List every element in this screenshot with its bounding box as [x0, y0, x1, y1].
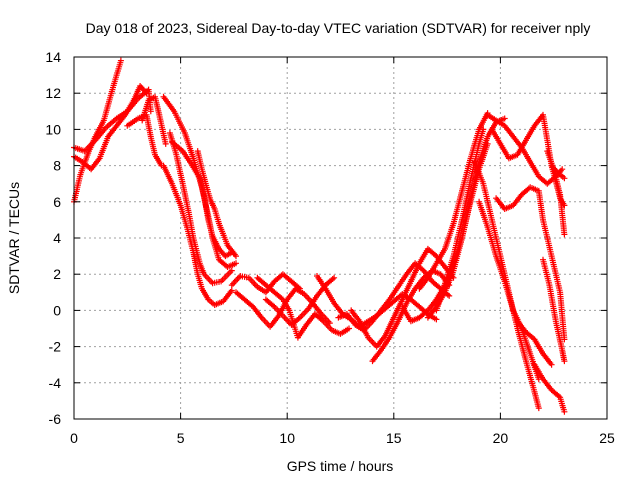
- data-points: [71, 57, 568, 415]
- y-tick-label: 4: [53, 230, 61, 246]
- y-tick-label: -6: [49, 411, 62, 427]
- axis-ticks: [73, 56, 608, 420]
- data-series-track-9: [169, 139, 235, 260]
- data-point-markers: [262, 274, 338, 328]
- data-series-track-5: [139, 93, 169, 147]
- data-series-track-32: [548, 162, 568, 182]
- data-point-markers: [228, 271, 303, 296]
- data-series-track-29: [531, 361, 568, 415]
- data-point-markers: [124, 111, 165, 169]
- chart-title: Day 018 of 2023, Sidereal Day-to-day VTE…: [86, 20, 591, 36]
- data-point-markers: [166, 130, 235, 287]
- data-point-markers: [548, 162, 568, 182]
- y-tick-label: 14: [45, 49, 61, 65]
- y-tick-label: 8: [53, 158, 61, 174]
- tick-labels: 0 5 10 15 20 25 -6 -4 -2 0 2 4 6 8 10 12 14: [45, 49, 615, 446]
- data-series-track-30: [514, 318, 555, 368]
- y-axis-label: SDTVAR / TECUs: [6, 182, 22, 294]
- y-tick-label: 10: [45, 121, 61, 137]
- data-series-track-14: [262, 274, 338, 328]
- x-tick-label: 25: [599, 430, 615, 446]
- data-series-track-10: [194, 148, 239, 260]
- data-series-track-21: [416, 110, 491, 292]
- x-axis-label: GPS time / hours: [287, 458, 394, 474]
- data-point-markers: [160, 162, 235, 308]
- data-point-markers: [514, 318, 555, 368]
- data-point-markers: [139, 93, 169, 147]
- y-tick-label: 0: [53, 302, 61, 318]
- data-point-markers: [540, 256, 568, 365]
- data-point-markers: [493, 184, 568, 343]
- data-point-markers: [194, 148, 239, 260]
- data-series-track-17: [348, 245, 457, 350]
- data-series-track-7: [166, 130, 235, 287]
- x-tick-label: 15: [386, 430, 402, 446]
- x-tick-label: 0: [70, 430, 78, 446]
- y-tick-label: 12: [45, 85, 61, 101]
- data-series-track-22: [433, 126, 487, 314]
- data-series-track-4: [124, 111, 165, 169]
- y-tick-label: 6: [53, 194, 61, 210]
- data-point-markers: [531, 361, 568, 415]
- x-tick-label: 20: [493, 430, 509, 446]
- data-point-markers: [348, 245, 457, 350]
- y-tick-label: -4: [49, 375, 62, 391]
- data-series-track-13: [228, 271, 303, 296]
- y-tick-label: -2: [49, 339, 62, 355]
- y-tick-label: 2: [53, 266, 61, 282]
- data-point-markers: [416, 110, 491, 292]
- data-series-track-27: [493, 184, 568, 343]
- data-point-markers: [169, 139, 235, 260]
- data-point-markers: [433, 126, 487, 314]
- x-tick-label: 5: [177, 430, 185, 446]
- x-tick-label: 10: [279, 430, 295, 446]
- data-series-track-6: [160, 162, 235, 308]
- data-series-track-28: [540, 256, 568, 365]
